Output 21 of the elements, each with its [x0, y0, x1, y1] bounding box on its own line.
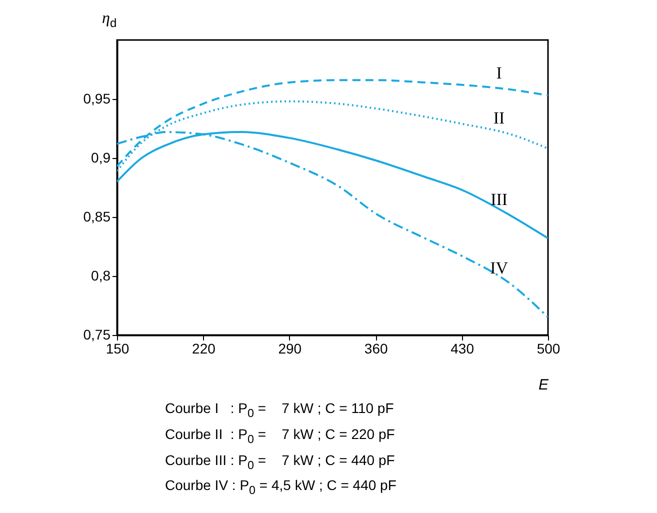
- x-tick-label: 360: [364, 340, 388, 356]
- text: Courbe II : P$_{0}$ = 7 kW ; C = 220 pF: [165, 426, 395, 446]
- x-tick-label: 150: [106, 340, 130, 356]
- y-tick-label: 0,85: [83, 208, 111, 224]
- y-tick-label: 0,9: [91, 150, 111, 166]
- text: Courbe IV : P$_{0}$ = 4,5 kW ; C = 440 pF: [165, 477, 396, 498]
- text: Courbe III : P$_{0}$ = 7 kW ; C = 440 pF: [165, 452, 395, 472]
- y-tick-label: 0,8: [91, 268, 111, 284]
- y-axis-title: η$_{d}$: [102, 10, 117, 30]
- series-label: II: [493, 108, 506, 128]
- series-label: I: [496, 64, 502, 83]
- series-label: IV: [490, 258, 509, 278]
- text: Courbe I : P$_{0}$ = 7 kW ; C = 110 pF: [165, 400, 394, 420]
- y-tick-label: 0,75: [83, 326, 111, 342]
- y-tick-label: 0,95: [83, 90, 111, 106]
- x-tick-label: 500: [536, 340, 560, 356]
- x-tick-label: 220: [192, 340, 216, 356]
- x-tick-label: 290: [278, 340, 302, 356]
- x-tick-label: 430: [450, 340, 474, 356]
- series-label: III: [490, 190, 508, 209]
- x-axis-title: E: [538, 376, 550, 394]
